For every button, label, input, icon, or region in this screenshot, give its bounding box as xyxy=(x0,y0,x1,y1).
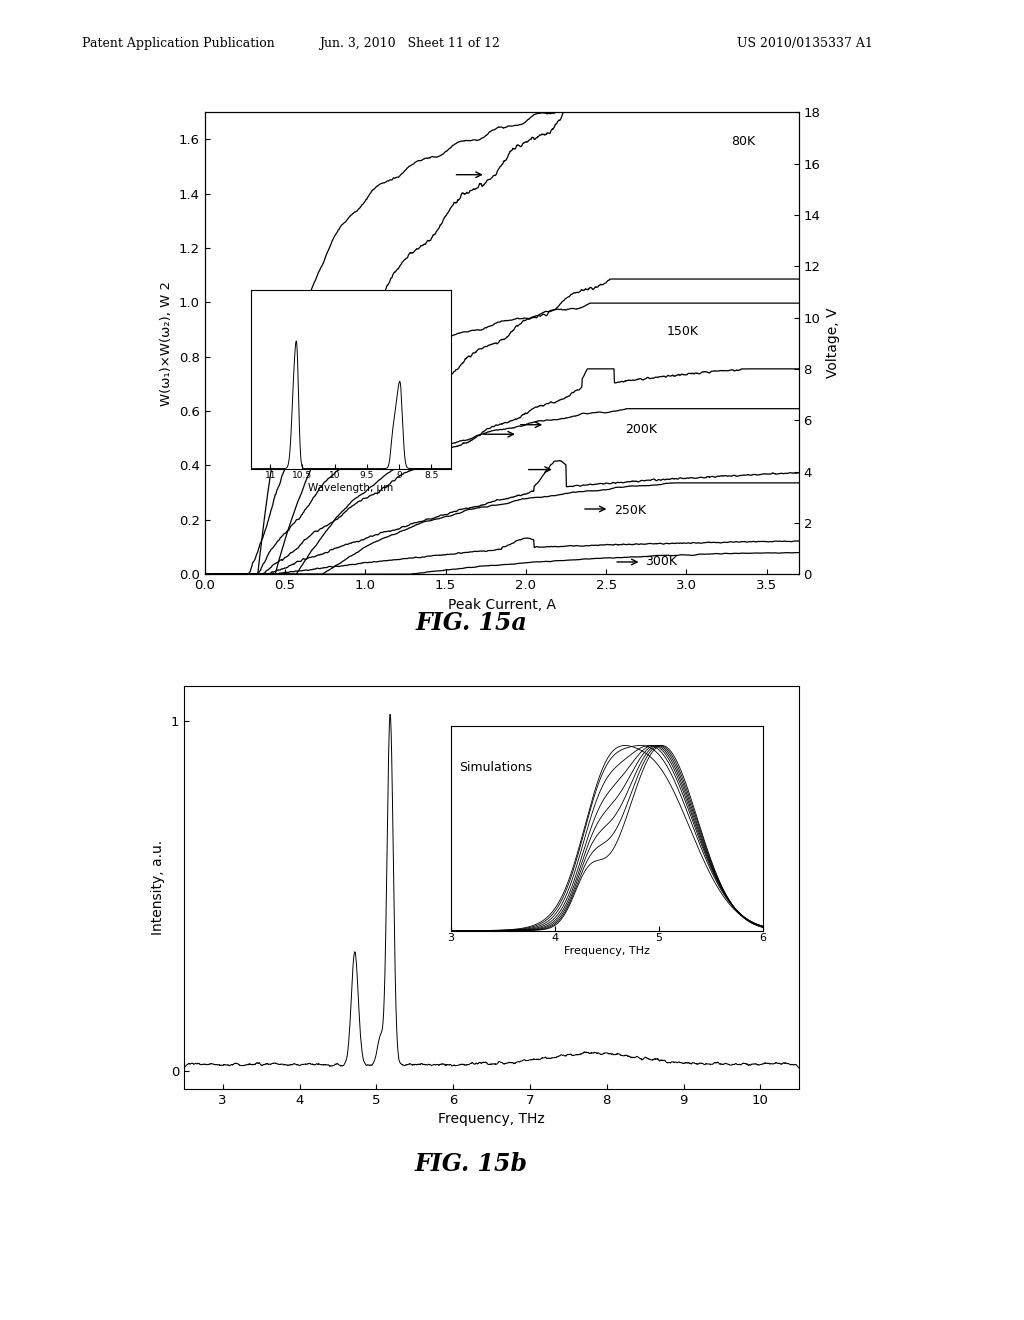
Y-axis label: Voltage, V: Voltage, V xyxy=(826,308,840,379)
X-axis label: Peak Current, A: Peak Current, A xyxy=(447,598,556,611)
Text: Jun. 3, 2010   Sheet 11 of 12: Jun. 3, 2010 Sheet 11 of 12 xyxy=(319,37,500,50)
Text: 200K: 200K xyxy=(626,422,657,436)
Text: 250K: 250K xyxy=(614,504,646,517)
Text: 300K: 300K xyxy=(645,554,677,568)
Text: 150K: 150K xyxy=(667,325,699,338)
X-axis label: Frequency, THz: Frequency, THz xyxy=(564,946,649,956)
Text: FIG. 15b: FIG. 15b xyxy=(415,1152,527,1176)
X-axis label: Frequency, THz: Frequency, THz xyxy=(438,1113,545,1126)
Text: 80K: 80K xyxy=(731,135,756,148)
Text: US 2010/0135337 A1: US 2010/0135337 A1 xyxy=(737,37,873,50)
Y-axis label: W(ω₁)×W(ω₂), W 2: W(ω₁)×W(ω₂), W 2 xyxy=(161,281,173,405)
Y-axis label: Intensity, a.u.: Intensity, a.u. xyxy=(152,840,166,936)
Text: FIG. 15a: FIG. 15a xyxy=(415,611,527,635)
X-axis label: Wavelength, μm: Wavelength, μm xyxy=(308,483,393,494)
Text: Patent Application Publication: Patent Application Publication xyxy=(82,37,274,50)
Text: Simulations: Simulations xyxy=(459,760,532,774)
